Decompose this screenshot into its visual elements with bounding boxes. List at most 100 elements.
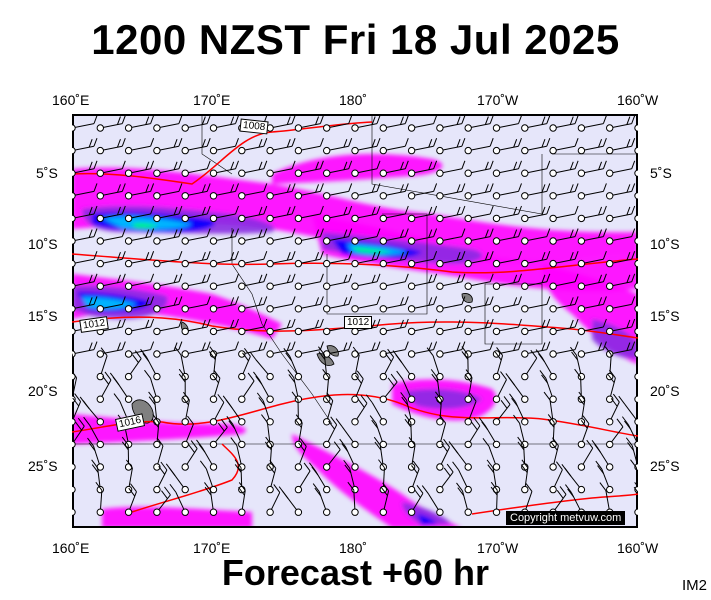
wind-barb (181, 273, 211, 290)
wind-barb (144, 369, 161, 403)
wind-barb (521, 115, 551, 132)
wind-barb (464, 296, 494, 313)
wind-barb (351, 346, 360, 381)
isobar-label: 1008 (239, 118, 269, 135)
wind-barb (351, 228, 381, 245)
wind-barb (549, 251, 579, 268)
wind-barb (153, 273, 183, 290)
wind-barb (392, 350, 416, 381)
wind-barb (323, 273, 353, 290)
wind-barb (407, 115, 438, 132)
wind-barb (238, 228, 268, 245)
weather-map: 1008 1012 1012 1016 Copyright metvuw.com (52, 114, 664, 528)
isobars (71, 121, 639, 515)
wind-barb (347, 481, 359, 516)
wind-barb (492, 371, 507, 403)
wind-barb (606, 273, 636, 290)
wind-barb (181, 138, 211, 155)
longitude-label-bottom: 170˚W (477, 540, 519, 556)
wind-barb (124, 205, 155, 223)
wind-barb (492, 273, 522, 290)
wind-barb (492, 115, 522, 132)
wind-barb (96, 115, 126, 132)
wind-barb (351, 138, 381, 155)
wind-barb (165, 463, 189, 494)
wind-barb (379, 296, 409, 313)
wind-barb (323, 392, 334, 426)
wind-barb (421, 485, 444, 516)
wind-barb (379, 318, 409, 336)
wind-barb (96, 296, 126, 313)
wind-barb (124, 183, 155, 200)
wind-barb (124, 115, 155, 132)
wind-barb (606, 393, 620, 426)
wind-barb (124, 350, 142, 381)
copyright-badge: Copyright metvuw.com (506, 511, 626, 525)
wind-barb (464, 160, 494, 177)
wind-barb (549, 341, 579, 358)
page-title: 1200 NZST Fri 18 Jul 2025 (91, 16, 620, 63)
wind-barb (238, 341, 268, 358)
wind-barb (577, 439, 594, 471)
wind-barb (181, 341, 211, 358)
wind-barb (124, 228, 155, 245)
wind-barb (492, 347, 504, 381)
wind-barb (379, 138, 409, 155)
wind-barb (209, 419, 228, 449)
wind-barb (209, 296, 239, 313)
wind-barb (323, 138, 353, 155)
wind-barb (379, 373, 398, 403)
wind-barb (577, 228, 607, 245)
wind-barb (606, 183, 636, 200)
wind-barb (230, 437, 246, 471)
wind-barb (436, 318, 466, 336)
wind-barb (209, 273, 239, 290)
wind-barb (96, 228, 126, 245)
wind-barb (407, 341, 438, 358)
wind-barb (238, 348, 251, 381)
wind-barb (521, 318, 551, 336)
wind-barb (153, 183, 183, 200)
wind-barb (351, 296, 381, 313)
wind-barb (294, 318, 324, 336)
wind-barb (83, 416, 104, 449)
wind-barb (87, 437, 104, 471)
image-tag: IM2 (681, 577, 707, 594)
wind-barb (379, 251, 409, 268)
latitude-label-left: 20˚S (28, 383, 58, 399)
wind-barb (407, 460, 420, 494)
longitude-label-top: 180˚ (339, 92, 368, 108)
forecast-label: Forecast +60 hr (221, 552, 490, 593)
wind-barb (436, 115, 466, 132)
wind-barb (153, 461, 168, 494)
wind-barb (452, 461, 472, 494)
wind-barb (379, 341, 409, 358)
wind-barb (181, 160, 211, 177)
wind-barb (278, 486, 303, 516)
isobar-label: 1012 (344, 316, 373, 329)
wind-barb (238, 138, 268, 155)
wind-barb (379, 482, 390, 516)
wind-barb (124, 251, 155, 268)
wind-barb (249, 351, 274, 381)
wind-barb (351, 251, 381, 268)
wind-barb (369, 415, 387, 449)
longitude-label-top: 170˚W (477, 92, 519, 108)
wind-barb (266, 205, 296, 223)
wind-barb (407, 273, 438, 290)
wind-barb (153, 160, 183, 177)
wind-barb (520, 459, 529, 494)
wind-barb (509, 393, 529, 426)
wind-barb (181, 318, 211, 336)
wind-barb (181, 391, 190, 426)
wind-barb (379, 115, 409, 132)
wind-barb (549, 205, 579, 223)
wind-barb (606, 138, 636, 155)
wind-barb (492, 396, 511, 426)
wind-barb (96, 183, 126, 200)
wind-barb (436, 138, 466, 155)
wind-barb (379, 273, 409, 290)
wind-barb (549, 273, 579, 290)
wind-barb (436, 251, 466, 268)
wind-barb (181, 205, 211, 223)
